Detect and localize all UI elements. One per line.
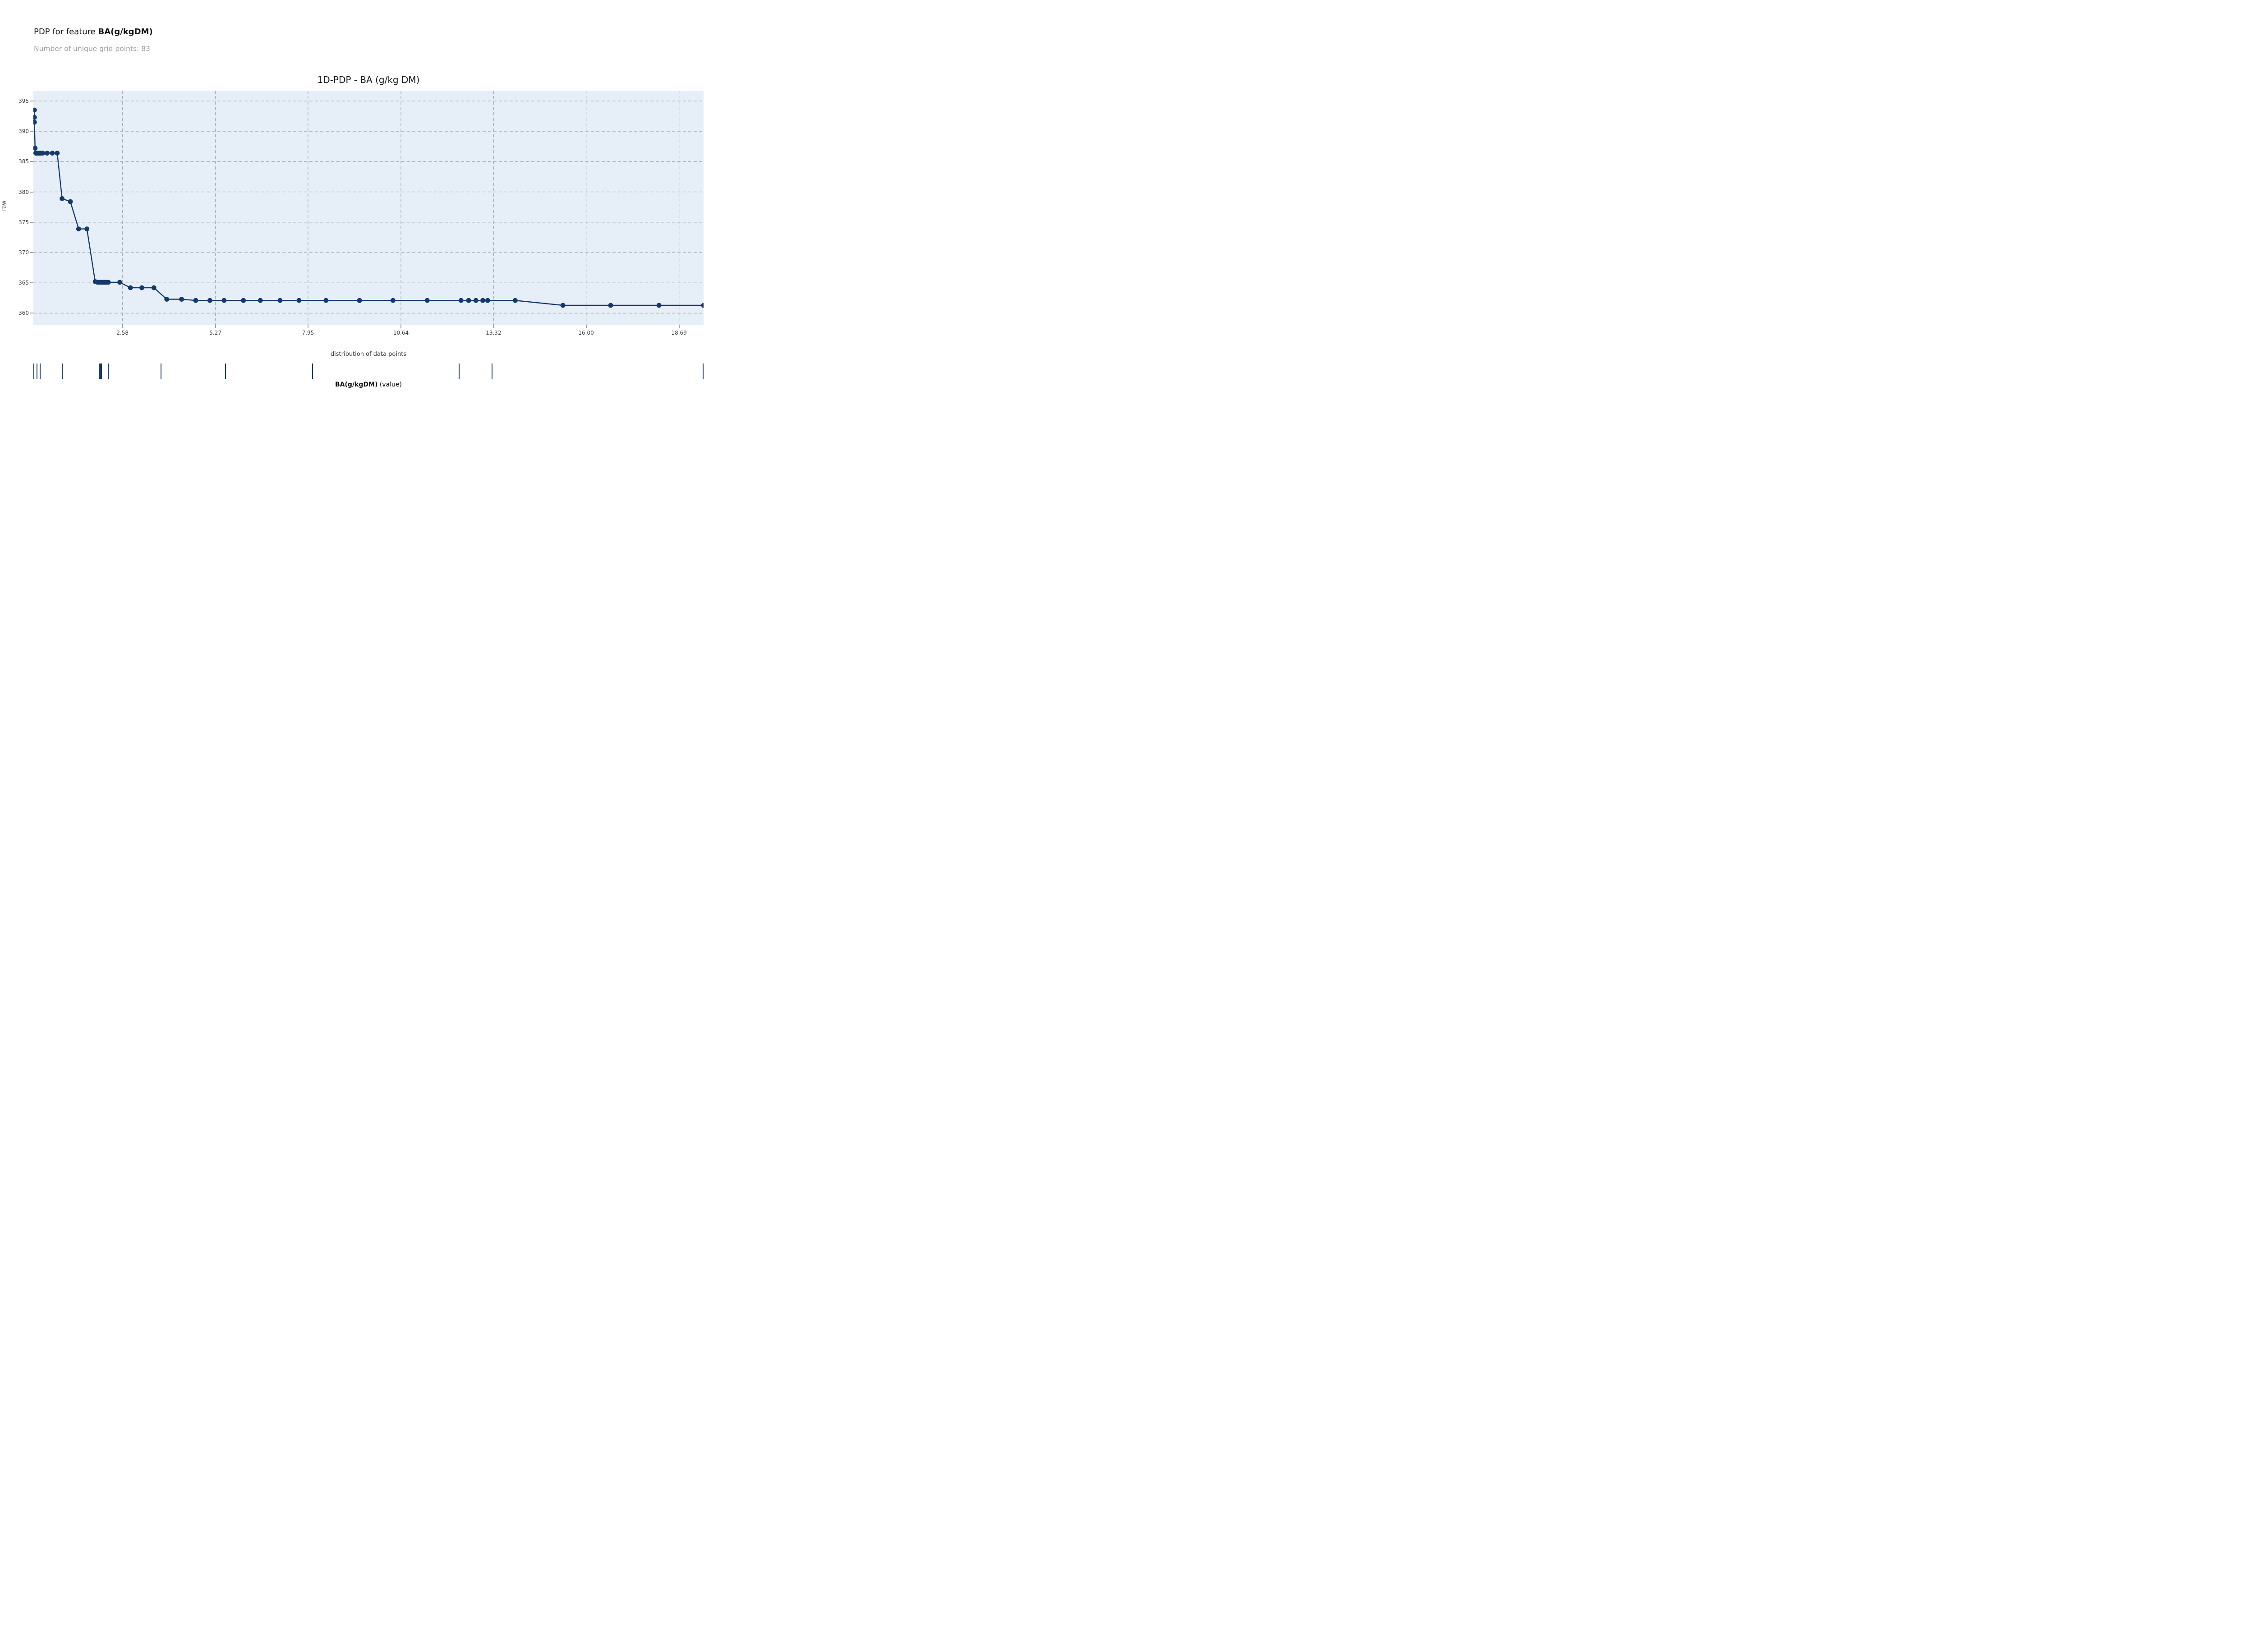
y-tick-mark (30, 191, 33, 193)
rug-mark (33, 364, 34, 379)
data-point-marker (485, 298, 490, 303)
data-point-marker (560, 303, 566, 308)
plot-area (33, 91, 704, 325)
data-point-marker (241, 298, 246, 303)
x-tick-label: 16.00 (578, 330, 594, 336)
data-point-marker (357, 298, 362, 303)
data-point-marker (55, 151, 60, 156)
data-point-marker (33, 146, 38, 151)
x-tick-mark (585, 325, 587, 328)
data-point-marker (60, 196, 64, 201)
data-point-marker (656, 303, 662, 308)
data-point-marker (391, 298, 396, 303)
y-tick-label: 370 (18, 249, 29, 256)
data-point-marker (424, 298, 430, 303)
rug-mark (39, 364, 41, 379)
data-point-marker (106, 280, 111, 285)
x-tick-mark (678, 325, 680, 328)
data-point-marker (458, 298, 464, 303)
x-tick-mark (122, 325, 123, 328)
data-point-marker (179, 297, 184, 302)
x-tick-mark (215, 325, 216, 328)
x-tick-label: 18.69 (671, 330, 687, 336)
rug-plot (0, 364, 707, 379)
x-axis-title-feature: BA(g/kgDM) (335, 381, 378, 388)
data-point-marker (466, 298, 471, 303)
y-tick-label: 390 (18, 128, 29, 135)
page-title-feature: BA(g/kgDM) (98, 27, 153, 37)
data-point-marker (277, 298, 283, 303)
data-point-marker (221, 298, 227, 303)
chart-title: 1D-PDP - BA (g/kg DM) (317, 74, 420, 85)
x-axis-title: BA(g/kgDM) (value) (33, 381, 704, 388)
data-point-marker (258, 298, 263, 303)
x-tick-label: 7.95 (302, 330, 314, 336)
x-tick-label: 2.58 (116, 330, 129, 336)
data-point-marker (117, 280, 122, 285)
x-tick-label: 5.27 (209, 330, 222, 336)
x-tick-mark (400, 325, 401, 328)
y-tick-mark (30, 252, 33, 253)
data-point-marker (207, 298, 212, 303)
data-point-marker (323, 298, 329, 303)
data-point-marker (45, 151, 50, 156)
data-point-marker (33, 115, 37, 120)
rug-plot-title: distribution of data points (330, 351, 407, 358)
data-point-marker (128, 285, 133, 290)
grid-points-subtitle: Number of unique grid points: 83 (34, 45, 150, 53)
data-point-marker (40, 151, 46, 156)
x-tick-label: 10.64 (393, 330, 409, 336)
data-point-marker (701, 303, 704, 308)
data-point-marker (84, 226, 90, 231)
data-point-marker (193, 298, 198, 303)
data-point-marker (608, 303, 613, 308)
data-point-marker (151, 285, 156, 290)
y-tick-mark (30, 131, 33, 132)
rug-mark (458, 364, 460, 379)
rug-mark (108, 364, 109, 379)
rug-mark (62, 364, 63, 379)
y-tick-label: 385 (18, 158, 29, 165)
y-tick-label: 375 (18, 219, 29, 225)
y-tick-label: 360 (18, 310, 29, 317)
y-tick-label: 395 (18, 97, 29, 104)
y-axis-title: raw (0, 200, 7, 211)
y-tick-label: 365 (18, 280, 29, 286)
data-point-marker (68, 199, 73, 204)
page-title: PDP for feature BA(g/kgDM) (34, 27, 153, 37)
data-point-marker (139, 285, 144, 290)
data-point-marker (33, 107, 37, 113)
data-point-marker (50, 151, 55, 156)
pdp-line-chart (33, 91, 704, 325)
pdp-line (34, 110, 704, 306)
data-point-marker (513, 298, 518, 303)
data-point-marker (33, 120, 37, 125)
y-tick-mark (30, 282, 33, 284)
y-tick-label: 380 (18, 189, 29, 195)
rug-mark (99, 364, 102, 379)
rug-mark (225, 364, 226, 379)
rug-mark (703, 364, 704, 379)
rug-mark (312, 364, 313, 379)
y-tick-mark (30, 221, 33, 223)
pdp-figure: PDP for feature BA(g/kgDM) Number of uni… (0, 0, 707, 395)
data-point-marker (164, 297, 170, 302)
data-point-marker (76, 226, 81, 231)
data-point-marker (480, 298, 485, 303)
rug-mark (99, 364, 100, 379)
page-title-prefix: PDP for feature (34, 27, 98, 37)
x-axis-title-suffix: (value) (377, 381, 402, 388)
x-tick-mark (493, 325, 494, 328)
data-point-marker (473, 298, 479, 303)
x-tick-label: 13.32 (486, 330, 502, 336)
y-tick-mark (30, 161, 33, 162)
data-point-marker (296, 298, 302, 303)
